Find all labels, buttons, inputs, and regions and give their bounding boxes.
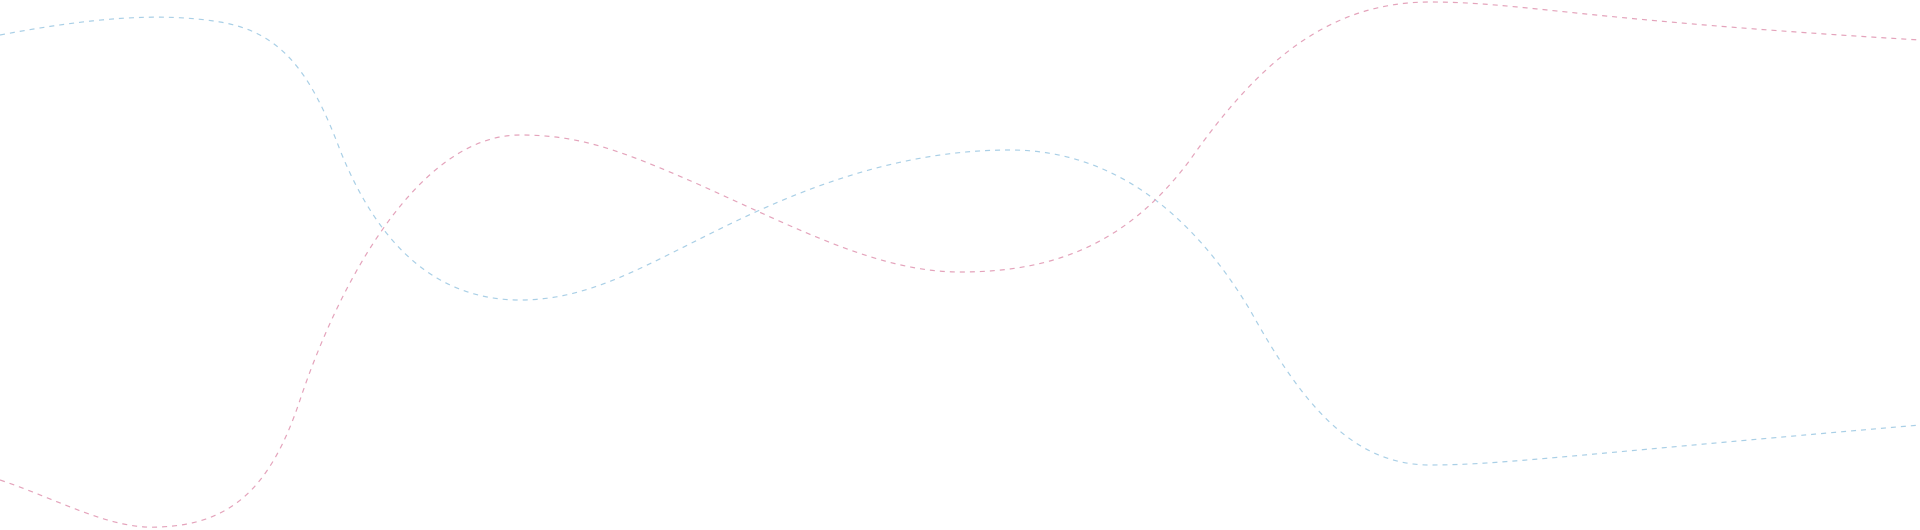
blue-dashed-wave xyxy=(0,16,1920,466)
